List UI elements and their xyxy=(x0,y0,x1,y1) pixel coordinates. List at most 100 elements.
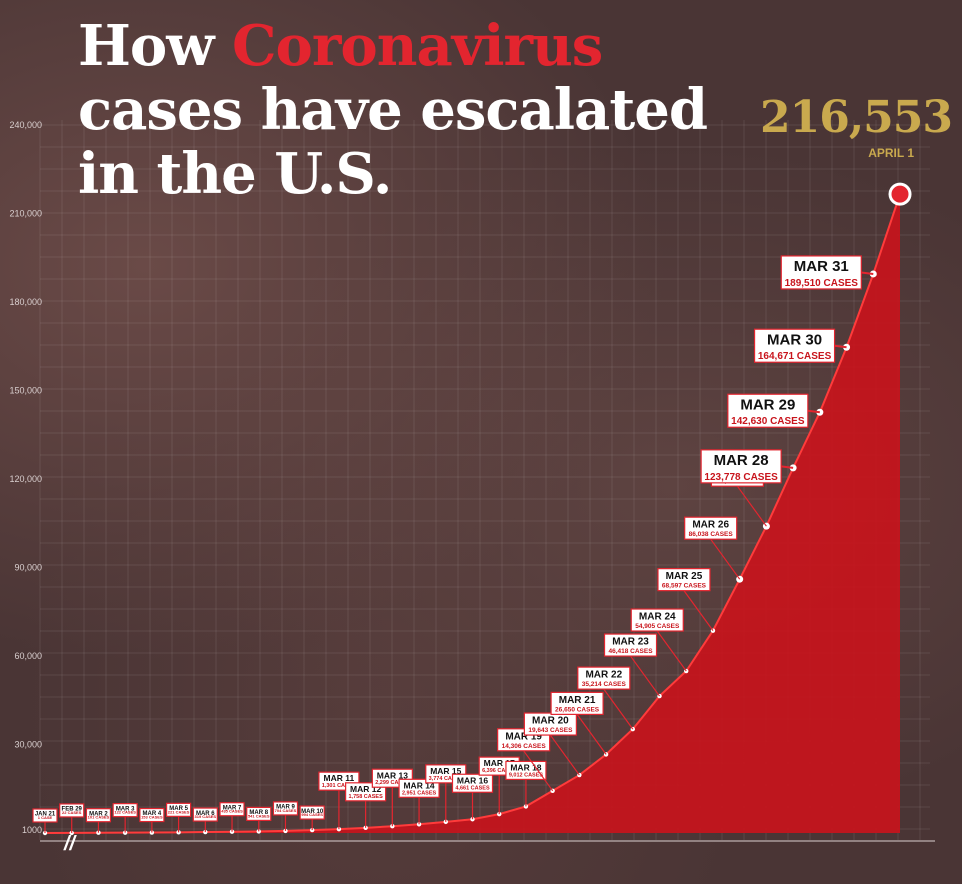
callout-value: 704 CASES xyxy=(275,808,297,813)
callout-value: 2,951 CASES xyxy=(402,790,437,796)
callout-box xyxy=(727,393,809,428)
peak-value: 216,553 xyxy=(759,92,953,143)
callout-box xyxy=(577,666,631,690)
callout-date: MAR 17 xyxy=(484,758,515,768)
point-peak xyxy=(888,182,912,206)
callout-value: 4,661 CASES xyxy=(455,785,490,791)
callout-date: MAR 2 xyxy=(89,811,108,817)
callout-value: 46,418 CASES xyxy=(608,648,653,655)
cases-area xyxy=(45,194,900,834)
callout-value: 153 CASES xyxy=(141,815,163,820)
callout-date: MAR 20 xyxy=(532,716,569,727)
callout-pointer xyxy=(603,688,634,730)
callout-date: MAR 29 xyxy=(740,396,795,413)
callout-box xyxy=(139,807,165,823)
callout-date: MAR 18 xyxy=(510,762,541,772)
callout-value: 3,774 CASES xyxy=(429,776,464,782)
callout-pointer xyxy=(656,630,687,672)
callout-box xyxy=(657,568,711,592)
y-tick-label: 150,000 xyxy=(9,386,42,396)
callout-value: 319 CASES xyxy=(195,814,217,819)
callout-value: 35,214 CASES xyxy=(582,681,627,688)
callout-box xyxy=(780,255,862,290)
callout-value: 6,396 CASES xyxy=(482,768,517,774)
y-tick-label: 240,000 xyxy=(9,120,42,130)
callout-value: 14,306 CASES xyxy=(502,743,547,750)
title-pre: How xyxy=(78,13,232,79)
callout-box xyxy=(32,808,58,823)
callout-value: 122 CASES xyxy=(114,810,136,815)
y-tick-label: 90,000 xyxy=(14,563,42,573)
callout-value: 22 CASES xyxy=(62,810,82,815)
callout-value: 9,012 CASES xyxy=(509,772,544,778)
callout-pointer xyxy=(710,538,741,580)
callout-date: MAR 8 xyxy=(249,810,268,816)
callout-box xyxy=(523,712,577,736)
callout-date: MAR 7 xyxy=(223,805,242,811)
callout-date: MAR 31 xyxy=(794,258,849,275)
callout-value: 123,778 CASES xyxy=(704,472,778,483)
callout-pointer xyxy=(736,485,767,527)
callout-box xyxy=(112,803,138,818)
callout-box xyxy=(451,773,494,793)
callout-date: MAR 12 xyxy=(350,784,381,794)
callout-date: MAR 24 xyxy=(639,612,676,623)
callout-date: MAR 4 xyxy=(143,811,162,817)
callout-date: MAR 23 xyxy=(612,637,649,648)
callout-pointer xyxy=(630,655,661,697)
callout-value: 68,597 CASES xyxy=(662,583,707,590)
callout-value: 101 CASES xyxy=(88,815,110,820)
callout-value: 541 CASES xyxy=(248,813,270,818)
callout-date: MAR 25 xyxy=(666,571,703,582)
callout-date: JAN 21 xyxy=(35,812,56,818)
callout-date: MAR 3 xyxy=(116,806,135,812)
callout-box xyxy=(192,807,218,822)
callout-date: MAR 28 xyxy=(714,452,769,469)
chart-title: How Coronavirus cases have escalated in … xyxy=(78,14,718,206)
title-post: cases have escalated in the U.S. xyxy=(78,77,708,207)
axis-break: // xyxy=(63,833,78,855)
callout-box xyxy=(700,449,782,484)
callout-value: 86,038 CASES xyxy=(689,531,734,538)
callout-date: MAR 10 xyxy=(301,809,324,815)
peak-date: APRIL 1 xyxy=(868,146,914,160)
callout-date: MAR 11 xyxy=(324,773,355,783)
callout-value: 164,671 CASES xyxy=(758,351,832,362)
title-highlight: Coronavirus xyxy=(231,13,603,79)
callout-box xyxy=(684,516,738,540)
callout-date: MAR 9 xyxy=(276,805,295,811)
callout-value: 189,510 CASES xyxy=(785,278,859,289)
y-tick-label: 60,000 xyxy=(14,651,42,661)
callout-value: 26,650 CASES xyxy=(555,706,600,713)
callout-value: 1,301 CASES xyxy=(322,783,357,789)
callout-box xyxy=(505,760,547,781)
callout-pointer xyxy=(781,465,794,469)
callout-date: MAR 21 xyxy=(559,695,596,706)
callout-box xyxy=(246,806,272,822)
callout-box xyxy=(630,608,684,632)
callout-value: 142,630 CASES xyxy=(731,416,805,427)
callout-value: 221 CASES xyxy=(168,809,190,814)
callout-date: MAR 22 xyxy=(585,670,622,681)
y-tick-label: 1000 xyxy=(22,825,42,835)
callout-date: MAR 14 xyxy=(403,780,434,790)
callout-value: 994 CASES xyxy=(301,812,323,817)
callout-box xyxy=(550,691,604,715)
callout-box xyxy=(272,801,299,816)
callout-box xyxy=(398,778,440,798)
callout-value: 1,758 CASES xyxy=(349,794,384,800)
callout-pointer xyxy=(549,734,580,776)
callout-date: MAR 5 xyxy=(169,806,188,812)
callout-value: 19,643 CASES xyxy=(528,727,573,734)
callout-box xyxy=(85,808,112,823)
callout-date: MAR 15 xyxy=(430,766,461,776)
callout-pointer xyxy=(683,590,714,631)
callout-pointer xyxy=(834,344,847,349)
y-tick-label: 210,000 xyxy=(9,209,42,219)
callout-box xyxy=(603,633,658,657)
callout-date: MAR 6 xyxy=(196,811,215,817)
callout-value: 2,299 CASES xyxy=(375,780,410,786)
callout-date: MAR 13 xyxy=(377,770,408,780)
